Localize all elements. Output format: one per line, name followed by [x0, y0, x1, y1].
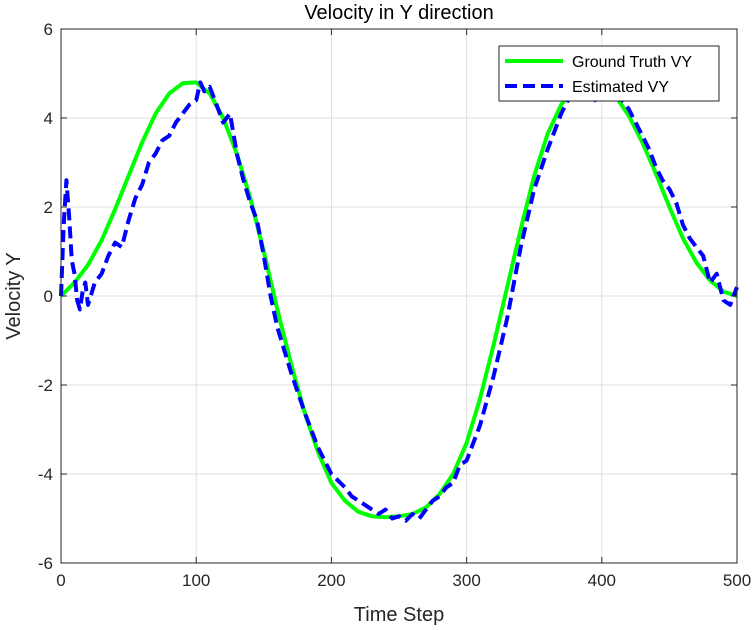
x-tick-label: 300 [452, 571, 480, 590]
legend-label-estimated: Estimated VY [572, 79, 669, 96]
legend-box [498, 45, 720, 102]
legend-label-ground-truth: Ground Truth VY [572, 54, 692, 71]
y-tick-label: 6 [44, 20, 53, 39]
x-tick-label: 0 [56, 571, 65, 590]
chart-title: Velocity in Y direction [304, 2, 493, 24]
y-tick-label: -2 [38, 376, 53, 395]
x-tick-label: 100 [182, 571, 210, 590]
x-tick-label: 500 [723, 571, 751, 590]
y-tick-label: 2 [44, 198, 53, 217]
y-axis-label: Velocity Y [3, 252, 25, 339]
series-layer [59, 79, 739, 523]
x-tick-label: 400 [588, 571, 616, 590]
y-tick-label: 0 [44, 287, 53, 306]
x-tick-label: 200 [317, 571, 345, 590]
series-estimated-line [59, 80, 739, 523]
y-tick-label: -4 [38, 465, 53, 484]
y-tick-label: -6 [38, 554, 53, 573]
x-axis-label: Time Step [354, 604, 444, 626]
tick-layer: 0 100 200 300 400 500 -6 -4 -2 0 2 4 6 [38, 20, 751, 590]
y-tick-label: 4 [44, 109, 53, 128]
legend: Ground Truth VY Estimated VY [498, 45, 720, 102]
